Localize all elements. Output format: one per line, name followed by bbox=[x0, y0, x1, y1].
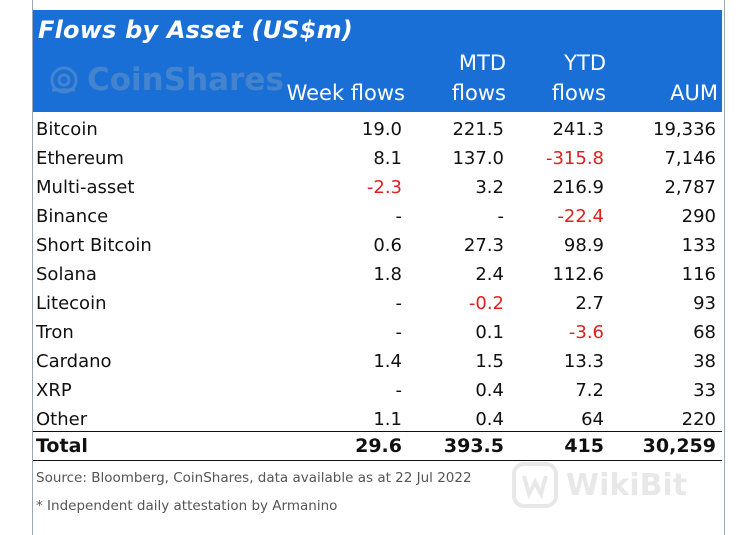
table-row: Ethereum 8.1 137.0 -315.8 7,146 bbox=[33, 144, 722, 173]
table-frame bbox=[32, 0, 725, 535]
aum-value: 93 bbox=[693, 293, 716, 314]
table-body: Bitcoin 19.0 221.5 241.3 19,336 Ethereum 8.1 1… bbox=[33, 115, 722, 434]
mtd-flow: -0.2 bbox=[468, 293, 504, 314]
source-note: Source: Bloomberg, CoinShares, data avai… bbox=[36, 470, 472, 486]
ytd-flow: -3.6 bbox=[568, 322, 604, 343]
table-title: Flows by Asset (US$m) bbox=[38, 16, 353, 44]
table-header: Flows by Asset (US$m) CoinShares Week fl… bbox=[33, 10, 722, 112]
table-row: Cardano 1.4 1.5 13.3 38 bbox=[33, 347, 722, 376]
ytd-flow: -315.8 bbox=[545, 148, 604, 169]
ytd-flow: 216.9 bbox=[552, 177, 604, 198]
mtd-flow: 2.4 bbox=[475, 264, 504, 285]
mtd-flow: 221.5 bbox=[452, 119, 504, 140]
week-flow: - bbox=[395, 206, 403, 227]
aum-value: 133 bbox=[681, 235, 716, 256]
aum-value: 290 bbox=[681, 206, 716, 227]
table-row: Binance - - -22.4 290 bbox=[33, 202, 722, 231]
mtd-flow: 1.5 bbox=[475, 351, 504, 372]
aum-value: 19,336 bbox=[653, 119, 716, 140]
total-mtd-flow: 393.5 bbox=[443, 435, 504, 457]
total-row: Total 29.6 393.5 415 30,259 bbox=[33, 431, 722, 461]
table-row: Multi-asset -2.3 3.2 216.9 2,787 bbox=[33, 173, 722, 202]
mtd-flow: 27.3 bbox=[463, 235, 504, 256]
aum-value: 38 bbox=[693, 351, 716, 372]
week-flow: 1.4 bbox=[373, 351, 402, 372]
asset-name: Tron bbox=[36, 322, 74, 343]
mtd-flow: 3.2 bbox=[475, 177, 504, 198]
ytd-flow: 64 bbox=[581, 409, 604, 430]
week-flow: 1.8 bbox=[373, 264, 402, 285]
mtd-flow: 137.0 bbox=[452, 148, 504, 169]
table-row: Tron - 0.1 -3.6 68 bbox=[33, 318, 722, 347]
table-row: XRP - 0.4 7.2 33 bbox=[33, 376, 722, 405]
wikibit-watermark-text: WikiBit bbox=[566, 467, 688, 503]
coinshares-logo-icon bbox=[50, 66, 78, 94]
aum-value: 33 bbox=[693, 380, 716, 401]
mtd-flow: 0.4 bbox=[475, 380, 504, 401]
week-flow: - bbox=[395, 293, 403, 314]
wikibit-watermark: WikiBit bbox=[512, 462, 687, 508]
ytd-flow: 241.3 bbox=[552, 119, 604, 140]
ytd-flow: 2.7 bbox=[575, 293, 604, 314]
total-week-flow: 29.6 bbox=[355, 435, 402, 457]
table-row: Litecoin - -0.2 2.7 93 bbox=[33, 289, 722, 318]
ytd-flow: 98.9 bbox=[563, 235, 604, 256]
mtd-flow: 0.4 bbox=[475, 409, 504, 430]
table-row: Solana 1.8 2.4 112.6 116 bbox=[33, 260, 722, 289]
mtd-flow: 0.1 bbox=[475, 322, 504, 343]
total-ytd-flow: 415 bbox=[564, 435, 604, 457]
header-mtd: MTD flows bbox=[452, 48, 506, 108]
footnote: * Independent daily attestation by Arman… bbox=[36, 498, 338, 514]
week-flow: - bbox=[395, 380, 403, 401]
table-row: Other 1.1 0.4 64 220 bbox=[33, 405, 722, 434]
aum-value: 220 bbox=[681, 409, 716, 430]
asset-name: Other bbox=[36, 409, 88, 430]
wikibit-logo-icon bbox=[512, 462, 558, 508]
header-ytd-line: flows bbox=[551, 81, 606, 105]
asset-name: Cardano bbox=[36, 351, 112, 372]
week-flow: 0.6 bbox=[373, 235, 402, 256]
header-mtd-line: MTD bbox=[458, 51, 506, 75]
asset-name: XRP bbox=[36, 380, 72, 401]
mtd-flow: - bbox=[497, 206, 505, 227]
coinshares-logo-text: CoinShares bbox=[87, 62, 284, 98]
asset-name: Short Bitcoin bbox=[36, 235, 152, 256]
table-row: Short Bitcoin 0.6 27.3 98.9 133 bbox=[33, 231, 722, 260]
week-flow: - bbox=[395, 322, 403, 343]
header-ytd-line: YTD bbox=[564, 51, 606, 75]
aum-value: 7,146 bbox=[664, 148, 716, 169]
aum-value: 68 bbox=[693, 322, 716, 343]
week-flow: -2.3 bbox=[366, 177, 402, 198]
asset-name: Bitcoin bbox=[36, 119, 98, 140]
table-row: Bitcoin 19.0 221.5 241.3 19,336 bbox=[33, 115, 722, 144]
ytd-flow: 7.2 bbox=[575, 380, 604, 401]
asset-name: Litecoin bbox=[36, 293, 107, 314]
total-label: Total bbox=[36, 435, 88, 457]
asset-name: Solana bbox=[36, 264, 97, 285]
week-flow: 1.1 bbox=[373, 409, 402, 430]
asset-name: Binance bbox=[36, 206, 109, 227]
ytd-flow: 13.3 bbox=[563, 351, 604, 372]
header-mtd-line: flows bbox=[451, 81, 506, 105]
asset-name: Ethereum bbox=[36, 148, 124, 169]
asset-name: Multi-asset bbox=[36, 177, 135, 198]
header-week-line: Week flows bbox=[286, 81, 405, 105]
coinshares-logo: CoinShares bbox=[49, 60, 284, 100]
week-flow: 19.0 bbox=[361, 119, 402, 140]
aum-value: 116 bbox=[681, 264, 716, 285]
header-aum: AUM bbox=[670, 78, 718, 108]
week-flow: 8.1 bbox=[373, 148, 402, 169]
ytd-flow: 112.6 bbox=[552, 264, 604, 285]
header-aum-line: AUM bbox=[670, 81, 718, 105]
ytd-flow: -22.4 bbox=[557, 206, 604, 227]
aum-value: 2,787 bbox=[664, 177, 716, 198]
header-ytd: YTD flows bbox=[552, 48, 606, 108]
header-week: Week flows bbox=[287, 78, 405, 108]
total-aum: 30,259 bbox=[642, 435, 716, 457]
